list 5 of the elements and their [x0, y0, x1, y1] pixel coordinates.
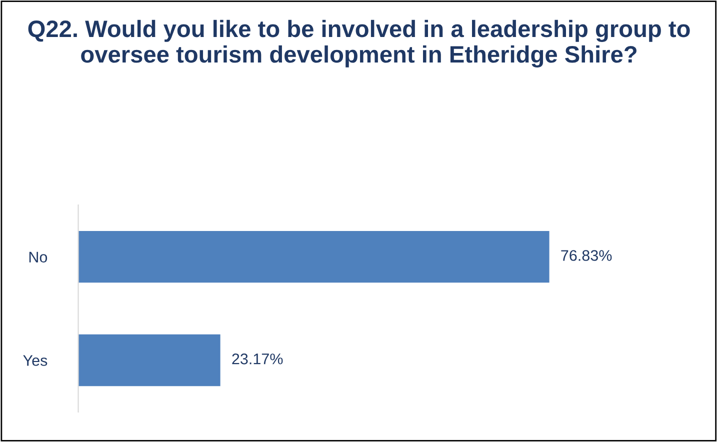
y-tick-label: Yes — [23, 355, 48, 366]
data-label: 76.83% — [561, 250, 612, 261]
y-tick-label: No — [29, 252, 48, 262]
data-label: 23.17% — [232, 354, 283, 364]
chart-title: Q22. Would you like to be involved in a leadership group to oversee tourism development in Etheridge Shire? — [28, 20, 690, 68]
